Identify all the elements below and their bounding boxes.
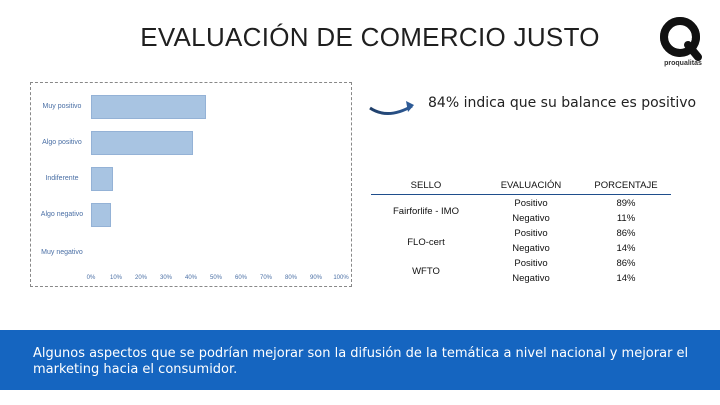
header-divider <box>371 194 671 195</box>
header-sello: SELLO <box>410 180 442 191</box>
sello-cell: Fairforlife - IMO <box>393 206 459 217</box>
axis-tick-label: 40% <box>184 275 197 281</box>
evaluacion-cell: Positivo <box>514 228 548 239</box>
axis-tick-label: 80% <box>284 275 297 281</box>
proqualitas-logo-icon <box>660 17 702 61</box>
axis-tick-label: 100% <box>333 275 349 281</box>
category-label: Indiferente <box>45 175 79 182</box>
axis-tick-label: 20% <box>134 275 147 281</box>
axis-tick-label: 60% <box>234 275 247 281</box>
evaluacion-cell: Positivo <box>514 258 548 269</box>
bar-chart: Muy positivo Algo positivo Indiferente Algo… <box>30 82 352 287</box>
axis-tick-label: 0% <box>86 275 96 281</box>
axis-tick-label: 10% <box>109 275 122 281</box>
porcentaje-cell: 89% <box>616 198 636 209</box>
header-porcentaje: PORCENTAJE <box>594 180 658 191</box>
bar <box>91 131 193 155</box>
porcentaje-cell: 11% <box>616 213 636 224</box>
category-label: Algo positivo <box>42 139 82 146</box>
axis-tick-label: 30% <box>159 275 172 281</box>
logo-wordmark: proqualitas <box>664 60 702 67</box>
footer-text: Algunos aspectos que se podrían mejorar … <box>33 346 689 377</box>
axis-tick-label: 50% <box>209 275 222 281</box>
category-label: Muy negativo <box>41 249 83 256</box>
category-label: Algo negativo <box>40 211 84 218</box>
bar <box>91 95 206 119</box>
evaluacion-cell: Positivo <box>514 198 548 209</box>
porcentaje-cell: 86% <box>616 228 636 239</box>
positive-balance-headline: 84% indica que su balance es positivo <box>428 95 697 111</box>
bar <box>91 203 111 227</box>
header-evaluacion: EVALUACIÓN <box>500 180 562 191</box>
sello-cell: WFTO <box>412 266 440 277</box>
category-label: Muy positivo <box>42 103 82 110</box>
page-title: EVALUACIÓN DE COMERCIO JUSTO <box>140 22 600 52</box>
porcentaje-cell: 86% <box>616 258 636 269</box>
evaluacion-cell: Negativo <box>512 243 550 254</box>
bar <box>91 167 113 191</box>
porcentaje-cell: 14% <box>616 273 636 284</box>
axis-tick-label: 90% <box>309 275 322 281</box>
porcentaje-cell: 14% <box>616 243 636 254</box>
evaluacion-cell: Negativo <box>512 213 550 224</box>
evaluacion-cell: Negativo <box>512 273 550 284</box>
curved-arrow-icon <box>369 101 414 115</box>
footer-banner <box>0 330 720 390</box>
axis-tick-label: 70% <box>259 275 272 281</box>
sello-cell: FLO-cert <box>407 237 445 248</box>
